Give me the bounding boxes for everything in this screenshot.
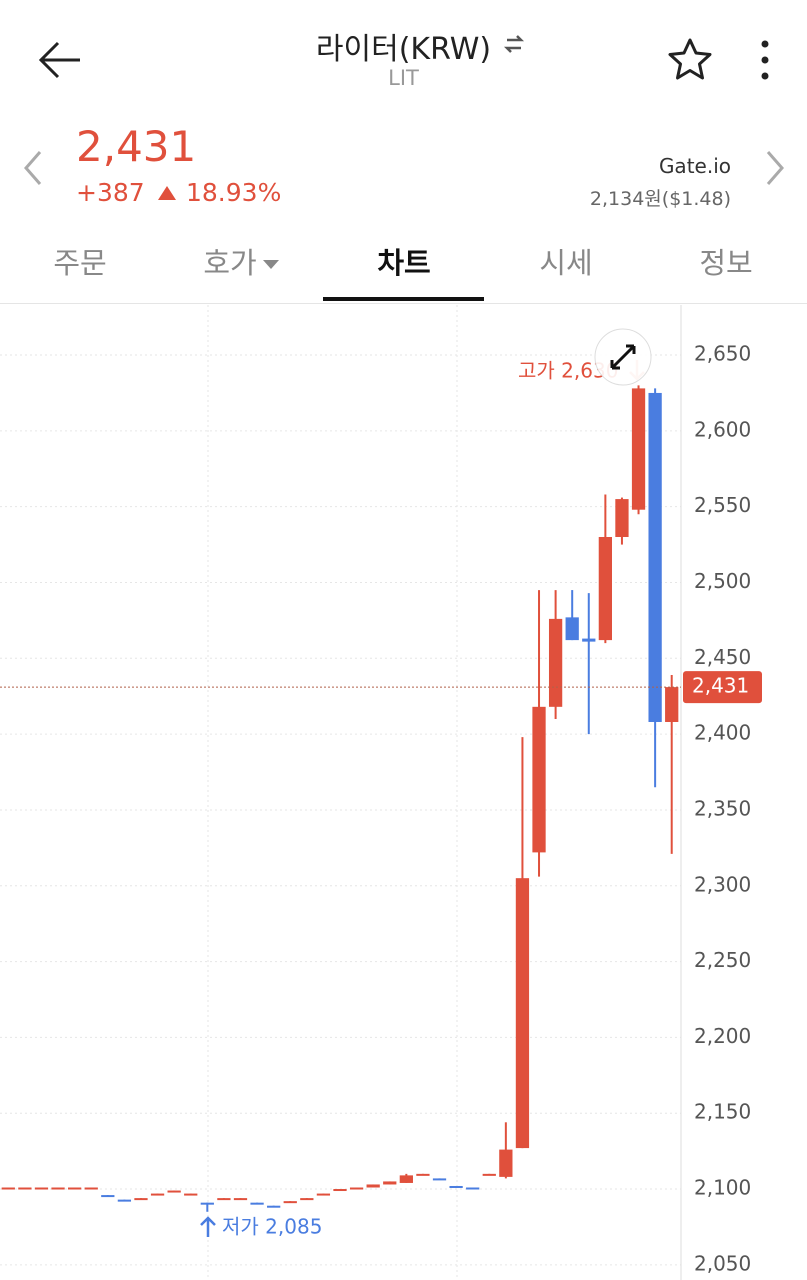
- candle-body: [117, 1199, 132, 1202]
- candle-body: [515, 878, 530, 1149]
- tab[interactable]: 주문: [53, 246, 107, 280]
- candle-body: [300, 1198, 314, 1201]
- candle-body: [217, 1198, 231, 1201]
- y-tick-label: 2,200: [694, 1024, 751, 1048]
- low-arrow: [200, 1216, 216, 1237]
- candle-body: [134, 1198, 148, 1201]
- candle-body: [233, 1198, 248, 1201]
- prev-button[interactable]: [24, 151, 42, 185]
- candle-body: [432, 1178, 447, 1181]
- candle-body: [101, 1195, 115, 1198]
- candle-body: [648, 392, 662, 722]
- expand-icon: [610, 344, 636, 370]
- low-annotation: 저가 2,085: [222, 1215, 322, 1239]
- candle-body: [283, 1201, 297, 1204]
- candle-body: [150, 1193, 165, 1196]
- candle-body: [68, 1187, 82, 1190]
- tab[interactable]: 차트: [377, 246, 431, 280]
- y-tick-label: 2,500: [694, 569, 751, 593]
- candle-body: [565, 617, 579, 641]
- tab[interactable]: 호가: [162, 240, 322, 282]
- exchange-price: 2,134원($1.48): [589, 188, 731, 210]
- candle-body: [250, 1202, 264, 1205]
- y-tick-label: 2,600: [694, 417, 751, 441]
- y-tick-label: 2,350: [694, 796, 751, 820]
- subtitle: LIT: [388, 66, 419, 90]
- candle-body: [333, 1189, 347, 1192]
- next-button[interactable]: [766, 151, 784, 185]
- candle-body: [499, 1149, 513, 1177]
- tab[interactable]: 정보: [699, 246, 753, 280]
- back-button[interactable]: [38, 41, 80, 79]
- swap-icon[interactable]: [503, 35, 525, 53]
- last-price-badge: [683, 671, 762, 704]
- candle-body: [449, 1185, 463, 1188]
- up-triangle: [158, 186, 176, 200]
- price: 2,431: [76, 122, 197, 171]
- candle-body: [200, 1202, 214, 1205]
- y-tick-label: 2,150: [694, 1100, 751, 1124]
- candle-body: [665, 687, 679, 722]
- candle-body: [84, 1187, 98, 1190]
- candle-body: [598, 536, 612, 641]
- candle-body: [383, 1181, 397, 1185]
- y-tick-label: 2,300: [694, 872, 751, 896]
- candle-body: [1, 1187, 15, 1190]
- candle-body: [18, 1187, 32, 1190]
- y-tick-label: 2,550: [694, 493, 751, 517]
- candle-body: [416, 1173, 430, 1176]
- y-tick-label: 2,400: [694, 721, 751, 745]
- y-tick-label: 2,650: [694, 342, 751, 366]
- more-button[interactable]: [761, 40, 769, 80]
- candle-body: [399, 1175, 413, 1183]
- candle-body: [167, 1190, 181, 1193]
- favorite-button[interactable]: [668, 38, 712, 80]
- candle-body: [582, 638, 596, 642]
- y-tick-label: 2,450: [694, 645, 751, 669]
- candle-body: [615, 499, 629, 537]
- candle-body: [532, 706, 546, 853]
- candle-body: [267, 1205, 281, 1208]
- candle-body: [366, 1184, 380, 1188]
- expand-button[interactable]: [594, 328, 652, 386]
- candle-body: [466, 1187, 480, 1190]
- header-icons: [0, 35, 807, 304]
- candle-body: [34, 1187, 49, 1190]
- candle-body: [482, 1173, 496, 1176]
- exchange: Gate.io: [658, 154, 731, 178]
- y-tick-label: 2,050: [694, 1251, 751, 1275]
- candle-body: [548, 618, 563, 707]
- y-tick-label: 2,250: [694, 948, 751, 972]
- candle-body: [184, 1193, 198, 1196]
- y-tick-label: 2,100: [694, 1176, 751, 1200]
- title: 라이터(KRW): [315, 32, 492, 67]
- dropdown-icon: [262, 260, 279, 269]
- candle-body: [631, 388, 646, 510]
- last-price-label: 2,431: [692, 674, 749, 698]
- change: +387: [76, 178, 145, 207]
- candle-body: [316, 1193, 331, 1196]
- candle-body: [51, 1187, 65, 1190]
- change-rate: 18.93%: [186, 178, 282, 207]
- candle-body: [349, 1187, 364, 1190]
- chart: 2,050 2,100 2,150 2,200 2,250 2,300 2,350 2,400…: [0, 305, 762, 1280]
- tab[interactable]: 시세: [539, 246, 593, 280]
